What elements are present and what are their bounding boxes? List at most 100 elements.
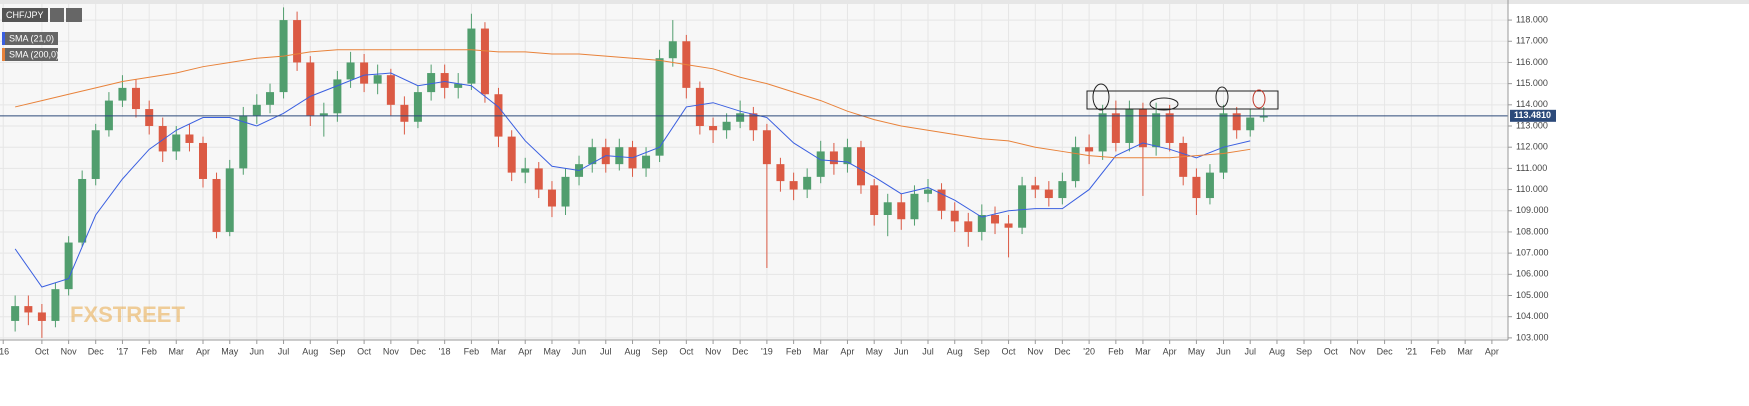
candle-body — [1152, 113, 1161, 148]
x-tick-label: Jun — [894, 346, 909, 356]
candle-body — [1232, 113, 1241, 131]
candle-body — [172, 134, 181, 152]
candle-body — [1219, 113, 1228, 173]
candle-body — [924, 189, 932, 194]
legend-box — [2, 48, 58, 61]
candle-body — [507, 136, 516, 173]
x-tick-label: Jun — [572, 346, 587, 356]
highlight-ellipse — [1252, 89, 1266, 109]
x-tick-label: Nov — [1350, 346, 1367, 356]
candle-body — [762, 130, 771, 165]
x-tick-label: Jul — [600, 346, 612, 356]
x-tick-label: Sep — [1296, 346, 1312, 356]
sma-line — [15, 49, 1251, 159]
last-price-label: 113.4810 — [1514, 110, 1551, 120]
candle-body — [722, 121, 731, 131]
candle-body — [655, 58, 664, 156]
candle-body — [24, 306, 33, 313]
x-tick-label: Feb — [1430, 346, 1446, 356]
candle-body — [1246, 117, 1255, 131]
candle-body — [856, 147, 865, 186]
legend: SMA (21,0) SMA (200,0) — [2, 32, 59, 61]
refresh-button[interactable] — [50, 8, 64, 22]
x-tick-label: Aug — [947, 346, 963, 356]
x-tick-label: May — [221, 346, 239, 356]
x-tick-label: '19 — [761, 346, 773, 356]
x-tick-label: Nov — [383, 346, 400, 356]
candle-body — [1031, 185, 1040, 190]
candle-body — [709, 126, 718, 131]
x-tick-label: Feb — [141, 346, 157, 356]
x-tick-label: Feb — [786, 346, 802, 356]
legend-label: SMA (21,0) — [9, 33, 54, 43]
candle-body — [1192, 176, 1201, 199]
x-tick-label: Mar — [491, 346, 507, 356]
highlight-ellipse — [1215, 86, 1229, 108]
candle-body — [480, 28, 489, 95]
candle-body — [400, 104, 409, 122]
candle-body — [1071, 147, 1080, 182]
candle-body — [910, 193, 919, 220]
x-tick-label: '20 — [1083, 346, 1095, 356]
x-tick-label: Dec — [1377, 346, 1394, 356]
candle-body — [991, 214, 1000, 224]
x-tick-label: Apr — [518, 346, 532, 356]
candle-body — [225, 168, 234, 232]
highlight-ellipse — [1149, 97, 1179, 111]
x-tick-label: Apr — [196, 346, 210, 356]
y-tick-label: 105.000 — [1516, 290, 1549, 300]
candle-body — [131, 87, 140, 110]
candle-body — [1085, 147, 1094, 152]
candle-body — [829, 151, 838, 165]
x-tick-label: Jul — [922, 346, 934, 356]
candle-body — [547, 189, 556, 207]
candle-body — [1018, 185, 1027, 228]
candle-body — [870, 185, 879, 215]
x-tick-label: '18 — [439, 346, 451, 356]
resistance-box — [1086, 90, 1279, 110]
x-tick-label: '17 — [117, 346, 129, 356]
y-tick-label: 112.000 — [1516, 142, 1548, 152]
x-tick-label: Mar — [169, 346, 185, 356]
candle-body — [360, 62, 369, 84]
x-tick-label: Jun — [250, 346, 265, 356]
candle-body — [91, 130, 100, 179]
candle-body — [803, 176, 812, 190]
symbol-box[interactable] — [2, 8, 48, 22]
marks — [0, 7, 1508, 338]
x-tick-label: Oct — [679, 346, 694, 356]
calendar-button[interactable] — [66, 8, 82, 22]
candle-body — [776, 164, 785, 182]
candle-body — [185, 134, 194, 143]
x-tick-label: May — [1188, 346, 1206, 356]
x-tick-label: Apr — [840, 346, 854, 356]
candle-body — [736, 113, 745, 122]
x-tick-label: '21 — [1405, 346, 1417, 356]
x-tick-label: Oct — [1324, 346, 1339, 356]
candle-body — [440, 73, 449, 88]
x-tick-label: Oct — [1002, 346, 1017, 356]
x-tick-label: Dec — [732, 346, 749, 356]
y-tick-label: 117.000 — [1516, 36, 1548, 46]
candle-body — [467, 28, 476, 84]
y-tick-label: 110.000 — [1516, 184, 1548, 194]
x-tick-label: Dec — [410, 346, 427, 356]
plot-area — [0, 0, 1508, 340]
y-tick-label: 116.000 — [1516, 57, 1548, 67]
x-tick-label: Mar — [1457, 346, 1473, 356]
candle-body — [1259, 115, 1268, 118]
candle-body — [118, 87, 127, 101]
candle-body — [1111, 113, 1120, 143]
candle-body — [306, 62, 315, 116]
y-tick-label: 113.000 — [1516, 120, 1548, 130]
candle-body — [964, 221, 973, 232]
symbol-label: CHF/JPY — [6, 10, 44, 20]
candle-body — [11, 306, 20, 321]
candle-body — [937, 189, 946, 211]
x-tick-label: Apr — [1163, 346, 1177, 356]
y-tick-label: 115.000 — [1516, 78, 1548, 88]
y-tick-label: 107.000 — [1516, 248, 1549, 258]
x-tick-label: Nov — [705, 346, 722, 356]
x-tick-label: Jul — [1244, 346, 1256, 356]
